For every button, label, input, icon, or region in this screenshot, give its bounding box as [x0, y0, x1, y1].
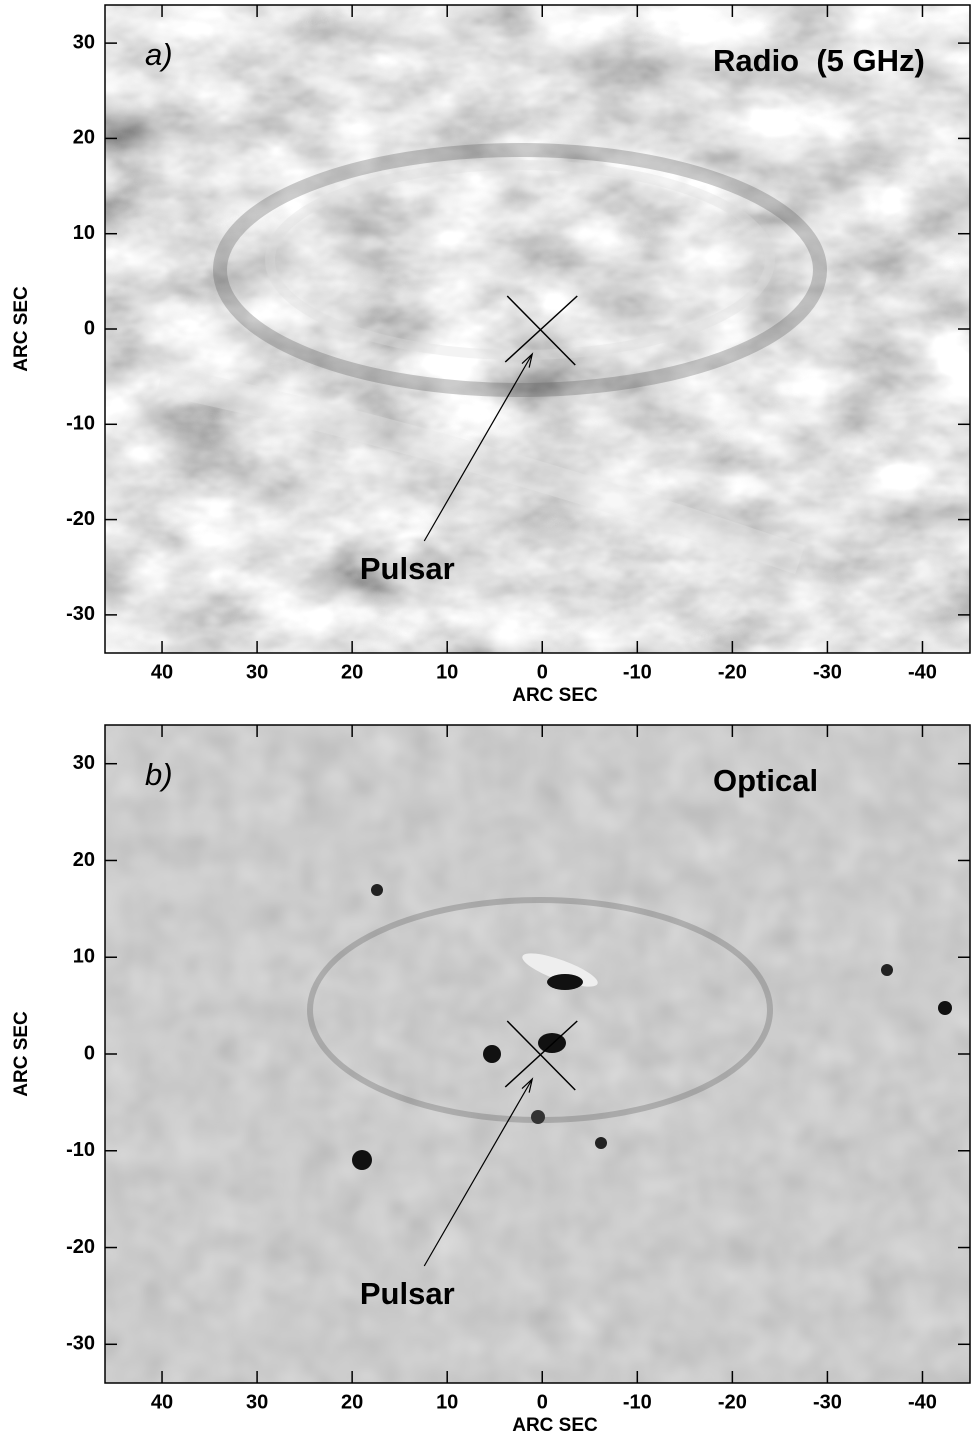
x-tick-label: -40	[908, 1391, 937, 1413]
figure: 40 30 20 10 0 -10 -20 -30 -40 30 20 10 0 -10 -20 -30 ARC…	[0, 0, 972, 1439]
panel-title: Radio (5 GHz)	[713, 43, 925, 78]
y-tick-label: -10	[66, 1139, 95, 1161]
optical-image	[105, 725, 970, 1383]
x-tick-label: -30	[813, 1391, 842, 1413]
y-tick-label: 10	[73, 222, 95, 244]
x-axis-label: ARC SEC	[512, 1415, 598, 1436]
y-axis-label: ARC SEC	[11, 1011, 32, 1097]
x-tick-label: -40	[908, 661, 937, 683]
y-tick-label: 0	[84, 1042, 95, 1064]
y-tick-label: 10	[73, 946, 95, 968]
x-tick-label: 40	[151, 1391, 173, 1413]
x-tick-label: 20	[341, 661, 363, 683]
y-tick-label: -10	[66, 413, 95, 435]
y-tick-label: 30	[73, 31, 95, 53]
y-tick-label: -30	[66, 603, 95, 625]
radio-image	[105, 5, 970, 653]
y-tick-label: -20	[66, 1236, 95, 1258]
y-tick-label: 20	[73, 849, 95, 871]
x-tick-label: 0	[537, 1391, 548, 1413]
y-tick-label: -20	[66, 508, 95, 530]
x-tick-label: 40	[151, 661, 173, 683]
x-tick-label: -20	[718, 661, 747, 683]
x-tick-label: 30	[246, 1391, 268, 1413]
x-tick-label: 10	[436, 1391, 458, 1413]
x-tick-label: 10	[436, 661, 458, 683]
panel-label: a)	[145, 37, 173, 72]
y-tick-label: 30	[73, 752, 95, 774]
panel-title: Optical	[713, 763, 818, 798]
x-tick-label: 30	[246, 661, 268, 683]
panel-label: b)	[145, 757, 173, 792]
x-tick-label: -10	[623, 1391, 652, 1413]
point-label: Pulsar	[360, 551, 455, 586]
y-tick-label: 20	[73, 127, 95, 149]
y-axis-label: ARC SEC	[11, 286, 32, 372]
x-tick-label: 0	[537, 661, 548, 683]
x-tick-label: -10	[623, 661, 652, 683]
point-label: Pulsar	[360, 1276, 455, 1311]
x-tick-label: -30	[813, 661, 842, 683]
x-axis-label: ARC SEC	[512, 685, 598, 706]
y-tick-label: 0	[84, 317, 95, 339]
y-tick-label: -30	[66, 1333, 95, 1355]
x-tick-label: 20	[341, 1391, 363, 1413]
x-tick-label: -20	[718, 1391, 747, 1413]
